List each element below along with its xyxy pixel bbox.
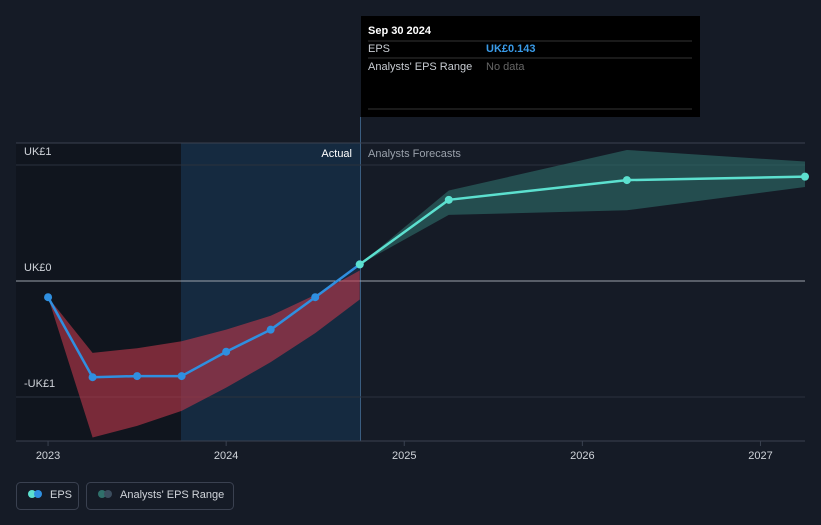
eps-point xyxy=(88,373,97,382)
y-tick-label: -UK£1 xyxy=(24,378,55,390)
eps-point xyxy=(801,172,809,181)
eps-point xyxy=(177,372,186,381)
tooltip-label: Analysts' EPS Range xyxy=(368,61,472,73)
forecast-label: Analysts Forecasts xyxy=(368,148,461,160)
legend-label: Analysts' EPS Range xyxy=(120,489,224,501)
x-tick-label: 2025 xyxy=(392,450,416,462)
tooltip: Sep 30 2024 EPS UK£0.143 Analysts' EPS R… xyxy=(361,16,700,117)
eps-point xyxy=(444,195,453,204)
legend-button[interactable] xyxy=(86,482,234,510)
legend-swatch xyxy=(28,490,36,498)
eps-line xyxy=(46,263,361,379)
y-tick-label: UK£1 xyxy=(24,146,52,158)
eps-point xyxy=(44,293,53,302)
range-band xyxy=(48,270,360,438)
legend-label: EPS xyxy=(50,489,72,501)
tooltip-date: Sep 30 2024 xyxy=(368,25,432,37)
eps-point xyxy=(311,293,320,302)
eps-point xyxy=(355,260,364,269)
actual-label: Actual xyxy=(321,148,352,160)
eps-point xyxy=(222,347,231,356)
tooltip-value: UK£0.143 xyxy=(486,43,536,55)
eps-point xyxy=(266,325,275,334)
tooltip-label: EPS xyxy=(368,43,390,55)
y-tick-label: UK£0 xyxy=(24,262,52,274)
x-tick-label: 2023 xyxy=(36,450,60,462)
legend: EPS Analysts' EPS Range xyxy=(16,482,234,510)
eps-point xyxy=(133,372,142,381)
legend-swatch xyxy=(104,490,112,498)
x-tick-label: 2026 xyxy=(570,450,594,462)
legend-button[interactable] xyxy=(16,482,79,510)
legend-swatch xyxy=(34,490,42,498)
eps-line xyxy=(359,175,806,266)
eps-point xyxy=(622,176,631,185)
tooltip-value: No data xyxy=(486,61,525,73)
tooltip-box xyxy=(361,16,700,117)
x-tick-label: 2027 xyxy=(748,450,772,462)
legend-swatch xyxy=(98,490,106,498)
x-tick-label: 2024 xyxy=(214,450,238,462)
